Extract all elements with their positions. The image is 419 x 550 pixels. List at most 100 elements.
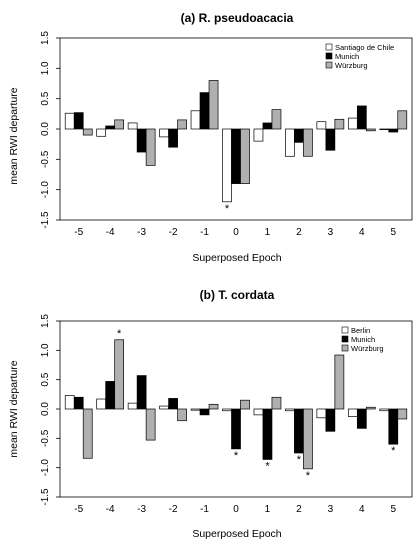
- panel-b-plot-area: -1.5 -1.0 -0.5 0.0 0.5 1.0 1.5 -5 -4 -3 -2 -1 0 1 2 3 4 5…: [40, 314, 413, 515]
- panel-b-y-tick-label: -1.5: [40, 488, 51, 506]
- panel-b-bar: [96, 398, 107, 410]
- panel-a-x-tick-label: -5: [74, 227, 83, 238]
- panel-a-bar: [316, 121, 327, 130]
- panel-b-bar: [82, 408, 93, 459]
- panel-a-bar: [199, 92, 210, 130]
- panel-a-x-tick-label: 2: [296, 227, 302, 238]
- panel-b-bar: [294, 408, 304, 454]
- panel-b-x-tick-label: 1: [265, 504, 271, 515]
- panel-a-bar: [145, 128, 156, 166]
- panel-a-significance-star: *: [225, 203, 230, 215]
- panel-a-x-tick-label: 0: [233, 227, 239, 238]
- panel-a-legend-swatch: [325, 52, 333, 60]
- panel-a-legend-label: Würzburg: [335, 61, 368, 70]
- panel-b-x-tick-label: 2: [296, 504, 302, 515]
- panel-a-y-tick-label: 1.5: [40, 31, 51, 45]
- panel-a-bar: [222, 128, 232, 203]
- panel-a-legend-swatch: [325, 61, 333, 69]
- panel-b-x-tick-label: -2: [169, 504, 178, 515]
- panel-b-bar: [114, 339, 125, 410]
- panel-b-x-tick-label: -5: [74, 504, 83, 515]
- panel-a-legend-label: Santiago de Chile: [335, 43, 394, 52]
- panel-b-significance-star: *: [117, 328, 122, 340]
- panel-a-bar: [208, 80, 219, 130]
- panel-a-bar: [388, 128, 399, 133]
- panel-a-bar: [356, 105, 367, 130]
- panel-a-x-tick-label: -1: [200, 227, 209, 238]
- panel-a-x-tick-label: -2: [169, 227, 178, 238]
- panel-a-bar: [159, 128, 169, 138]
- panel-a-y-tick-label: -0.5: [40, 150, 51, 168]
- panel-b-x-tick-label: -3: [137, 504, 146, 515]
- panel-b-bar: [253, 408, 264, 416]
- panel-b-bar: [356, 408, 367, 429]
- panel-a-x-tick-label: 4: [359, 227, 365, 238]
- panel-a-bar: [253, 128, 264, 142]
- panel-b-bar: [208, 403, 219, 410]
- panel-b-y-tick-label: -1.0: [40, 459, 51, 477]
- panel-a-bar: [325, 128, 336, 151]
- panel-b-y-tick-label: 0.5: [40, 372, 51, 386]
- panel-a-bar: [190, 110, 201, 130]
- panel-b-legend-swatch: [341, 335, 349, 343]
- panel-a-bar: [347, 117, 358, 130]
- panel-b-x-tick-label: 5: [390, 504, 396, 515]
- panel-b-y-tick-label: 0.0: [40, 402, 51, 416]
- panel-a-y-tick-label: -1.5: [40, 211, 51, 229]
- panel-b-y-tick-label: -0.5: [40, 429, 51, 447]
- panel-a-x-tick-label: -3: [137, 227, 146, 238]
- panel-b-bar: [145, 408, 156, 441]
- panel-b-significance-star: *: [265, 460, 270, 472]
- panel-a-bar: [73, 112, 84, 130]
- panel-b-title: (b) T. cordata: [200, 288, 275, 302]
- panel-b-bar: [64, 395, 75, 410]
- panel-b-bar: [397, 408, 408, 420]
- panel-a-bar: [365, 128, 376, 132]
- panel-a-bar: [177, 119, 187, 130]
- panel-b-bar: [136, 375, 147, 410]
- panel-a-legend-label: Munich: [335, 52, 359, 61]
- panel-a-bar: [136, 128, 147, 153]
- panel-b-bar: [285, 408, 295, 412]
- panel-a-x-tick-label: 1: [265, 227, 271, 238]
- panel-b-y-tick-label: 1.0: [40, 343, 51, 357]
- panel-b-bar: [347, 408, 358, 417]
- panel-b-bar: [240, 399, 250, 410]
- panel-a-x-tick-label: 5: [390, 227, 396, 238]
- panel-b-x-tick-label: 0: [233, 504, 239, 515]
- panel-b-bar: [316, 408, 327, 419]
- panel-a-y-tick-label: 0.0: [40, 122, 51, 136]
- panel-a-bar: [64, 112, 75, 130]
- panel-a-title: (a) R. pseudoacacia: [181, 11, 294, 25]
- panel-b-bar: [334, 354, 345, 410]
- panel-b-bar: [388, 408, 399, 445]
- panel-a-x-axis-label: Superposed Epoch: [192, 252, 281, 264]
- panel-b-bar: [262, 408, 273, 460]
- panel-a-y-tick-label: 1.0: [40, 61, 51, 75]
- panel-a-bar: [240, 128, 250, 184]
- panel-a-bar: [285, 128, 295, 157]
- panel-b-legend-label: Würzburg: [351, 344, 384, 353]
- panel-a-bar: [334, 118, 345, 130]
- panel-a-bar: [294, 128, 304, 143]
- panel-b-bar: [222, 408, 232, 412]
- panel-a-x-tick-label: 3: [328, 227, 334, 238]
- panel-b-bar: [127, 402, 138, 410]
- panel-b-bar: [177, 408, 187, 422]
- panel-a-bar: [114, 119, 125, 130]
- panel-b-x-tick-label: -1: [200, 504, 209, 515]
- panel-a-bar: [271, 109, 282, 130]
- panel-a-legend-swatch: [325, 43, 333, 51]
- panel-b-x-tick-label: 3: [328, 504, 334, 515]
- panel-a-bar: [168, 128, 178, 148]
- panel-b-significance-star: *: [234, 450, 239, 462]
- panel-a-bar: [96, 128, 107, 137]
- panel-b-significance-star: *: [297, 454, 302, 466]
- panel-b-bar: [325, 408, 336, 432]
- panel-b-bar: [168, 398, 178, 410]
- panel-b-bar: [365, 406, 376, 410]
- panel-b-bar: [159, 405, 169, 410]
